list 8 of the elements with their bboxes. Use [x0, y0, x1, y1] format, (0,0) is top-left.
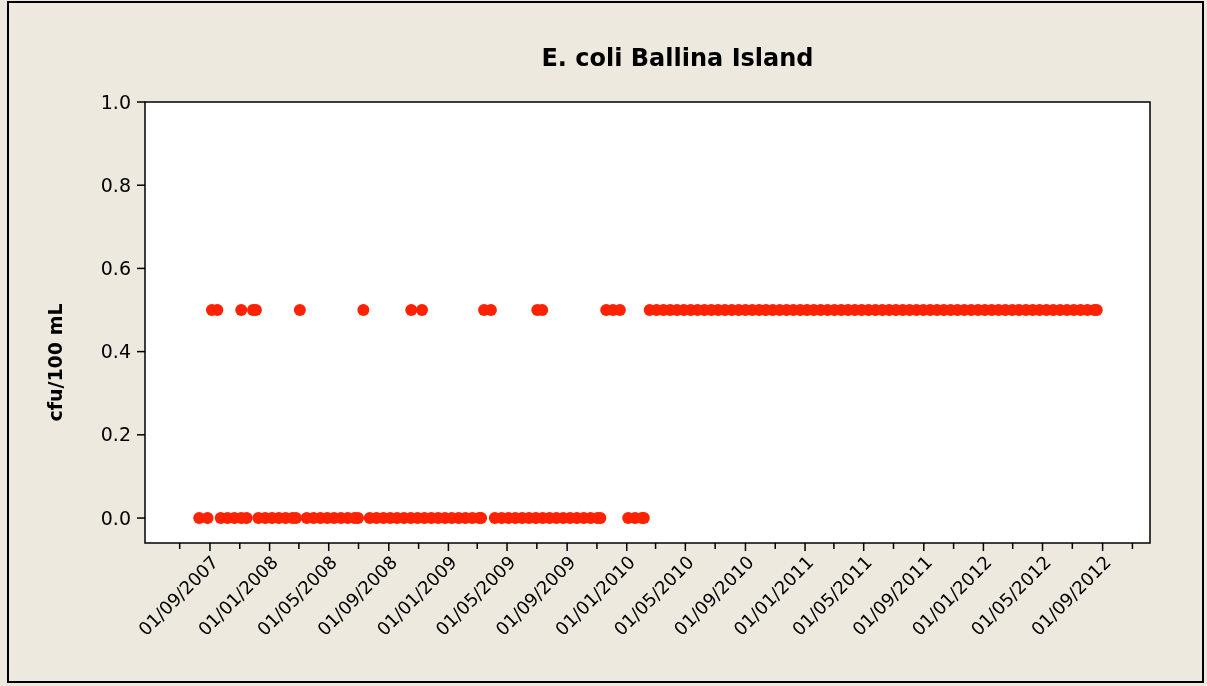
y-tick-label: 0.8	[100, 173, 131, 196]
y-tick-label: 0.0	[100, 506, 131, 529]
y-tick-label: 0.6	[100, 257, 131, 280]
y-tick-label: 0.4	[100, 340, 131, 363]
y-tick-label: 1.0	[100, 90, 131, 113]
y-axis-title: cfu/100 mL	[44, 303, 66, 422]
chart-title: E. coli Ballina Island	[541, 44, 814, 72]
y-tick-label: 0.2	[100, 423, 131, 446]
